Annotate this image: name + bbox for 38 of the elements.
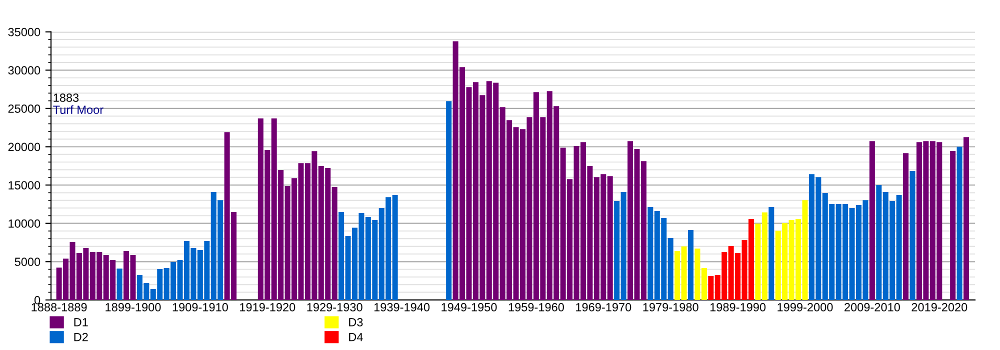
y-tick-label: 25000: [8, 104, 40, 113]
y-tick-label: 30000: [8, 66, 40, 75]
x-tick-label: 1929-1930: [307, 303, 362, 312]
bar: [116, 268, 122, 300]
legend-label: D2: [74, 332, 88, 342]
x-tick-label: 1989-1990: [710, 303, 766, 312]
bar: [446, 101, 452, 300]
bar: [768, 207, 774, 300]
x-tick-label: 1969-1970: [576, 303, 632, 312]
x-tick-label: 2009-2010: [844, 303, 900, 312]
y-tick-label: 5000: [14, 258, 40, 266]
legend-label: D4: [349, 332, 363, 342]
y-tick-label: 20000: [8, 142, 40, 152]
bar: [964, 137, 970, 300]
annotation: Turf Moor: [53, 105, 104, 114]
legend-label: D3: [349, 318, 363, 326]
bar: [910, 171, 916, 300]
x-tick-label: 1939-1940: [374, 303, 430, 312]
legend-label: D1: [74, 318, 88, 326]
annotation: 1883: [54, 94, 79, 102]
x-tick-label: 1888-1889: [32, 303, 87, 312]
x-tick-label: 1979-1980: [643, 303, 698, 312]
x-tick-label: 1919-1920: [240, 303, 296, 312]
x-tick-label: 1909-1910: [172, 303, 228, 312]
y-tick-label: 10000: [8, 219, 40, 228]
x-tick-label: 1899-1900: [106, 303, 161, 312]
y-tick-label: 0: [34, 296, 40, 304]
y-tick-label: 15000: [8, 181, 40, 190]
bar: [950, 151, 956, 300]
bar: [688, 230, 694, 300]
bar: [869, 141, 875, 300]
bar: [903, 153, 909, 300]
y-tick-label: 35000: [8, 28, 40, 36]
x-tick-label: 2019-2020: [912, 303, 968, 312]
x-tick-label: 1999-2000: [778, 303, 833, 312]
x-tick-label: 1959-1960: [508, 303, 564, 312]
bar: [956, 146, 962, 300]
x-tick-label: 1949-1950: [442, 303, 497, 312]
